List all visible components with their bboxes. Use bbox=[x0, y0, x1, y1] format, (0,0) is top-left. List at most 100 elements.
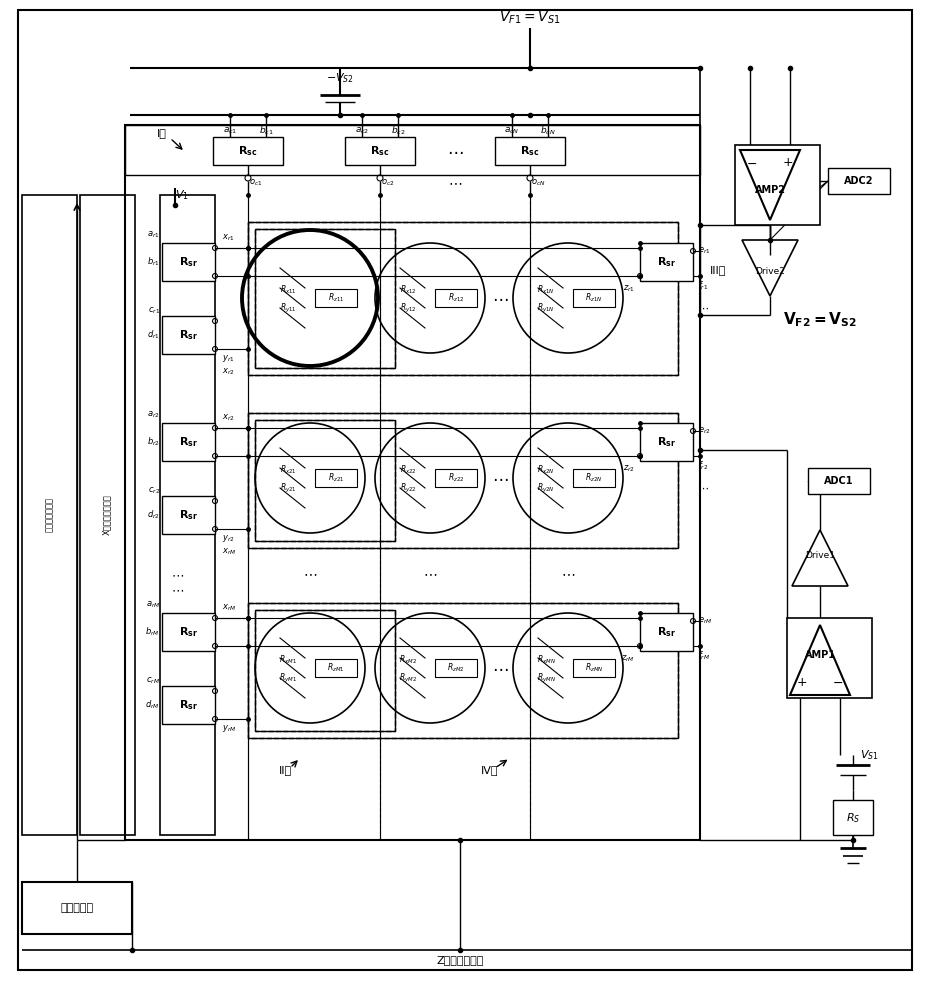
Bar bbox=[315, 289, 357, 307]
Text: $y_{rM}$: $y_{rM}$ bbox=[222, 724, 236, 734]
Text: $\cdots$: $\cdots$ bbox=[423, 566, 438, 580]
Text: $-$: $-$ bbox=[746, 156, 758, 169]
Bar bbox=[808, 468, 870, 494]
Text: $f_{r2}$: $f_{r2}$ bbox=[698, 460, 708, 472]
Text: $\cdots$: $\cdots$ bbox=[492, 659, 508, 677]
Text: $o_{cN}$: $o_{cN}$ bbox=[531, 178, 545, 188]
Text: $a_{c2}$: $a_{c2}$ bbox=[355, 126, 369, 136]
Text: $R_{z1N}$: $R_{z1N}$ bbox=[585, 292, 603, 304]
Bar bbox=[255, 229, 395, 368]
Text: $\mathbf{R_{sc}}$: $\mathbf{R_{sc}}$ bbox=[238, 144, 258, 158]
Text: $\mathbf{R_{sc}}$: $\mathbf{R_{sc}}$ bbox=[521, 144, 539, 158]
Text: $\mathbf{R_{sr}}$: $\mathbf{R_{sr}}$ bbox=[179, 255, 198, 269]
Text: $R_{yM2}$: $R_{yM2}$ bbox=[399, 671, 417, 685]
Text: $b_{c1}$: $b_{c1}$ bbox=[258, 125, 273, 137]
Bar bbox=[255, 420, 395, 541]
Text: $o_{c2}$: $o_{c2}$ bbox=[382, 178, 395, 188]
Bar bbox=[573, 469, 615, 487]
Text: $R_{x22}$: $R_{x22}$ bbox=[399, 464, 416, 476]
Text: $\mathbf{R_{sr}}$: $\mathbf{R_{sr}}$ bbox=[179, 698, 198, 712]
Text: ADC1: ADC1 bbox=[824, 476, 854, 486]
Text: $R_{y22}$: $R_{y22}$ bbox=[399, 481, 416, 495]
Text: $d_{rM}$: $d_{rM}$ bbox=[146, 699, 160, 711]
Text: $V_1$: $V_1$ bbox=[175, 188, 188, 202]
Text: I区: I区 bbox=[157, 128, 167, 138]
Bar bbox=[248, 413, 678, 548]
Text: $c_{r2}$: $c_{r2}$ bbox=[147, 486, 160, 496]
Text: 扫描控制器: 扫描控制器 bbox=[61, 903, 93, 913]
Text: $R_{zM2}$: $R_{zM2}$ bbox=[447, 662, 465, 674]
Bar bbox=[435, 659, 477, 677]
Text: $a_{cN}$: $a_{cN}$ bbox=[504, 126, 520, 136]
Text: $b_{c2}$: $b_{c2}$ bbox=[391, 125, 405, 137]
Bar bbox=[315, 659, 357, 677]
Text: $R_{y1N}$: $R_{y1N}$ bbox=[537, 301, 555, 315]
Text: IV区: IV区 bbox=[481, 765, 499, 775]
Text: $\cdots$: $\cdots$ bbox=[697, 483, 709, 493]
Text: $\cdots$: $\cdots$ bbox=[172, 568, 185, 582]
Text: $d_{r2}$: $d_{r2}$ bbox=[147, 509, 160, 521]
Text: $R_{xMN}$: $R_{xMN}$ bbox=[536, 654, 555, 666]
Text: $R_{x21}$: $R_{x21}$ bbox=[280, 464, 297, 476]
Text: $x_{rM}$: $x_{rM}$ bbox=[222, 547, 236, 557]
Text: $R_S$: $R_S$ bbox=[846, 811, 860, 825]
Text: $o_{c1}$: $o_{c1}$ bbox=[249, 178, 263, 188]
Bar bbox=[787, 618, 872, 698]
Bar bbox=[828, 168, 890, 194]
Bar bbox=[573, 659, 615, 677]
Text: $\mathbf{R_{sc}}$: $\mathbf{R_{sc}}$ bbox=[370, 144, 390, 158]
Text: $R_{xM1}$: $R_{xM1}$ bbox=[279, 654, 297, 666]
Bar bbox=[573, 289, 615, 307]
Text: $x_{r2}$: $x_{r2}$ bbox=[222, 413, 235, 423]
Bar bbox=[162, 316, 215, 354]
Text: $x_{r2}$: $x_{r2}$ bbox=[222, 367, 235, 377]
Text: $R_{z21}$: $R_{z21}$ bbox=[327, 472, 344, 484]
Text: $a_{rM}$: $a_{rM}$ bbox=[146, 600, 160, 610]
Text: $\mathbf{V_{F2}=V_{S2}}$: $\mathbf{V_{F2}=V_{S2}}$ bbox=[783, 311, 857, 329]
Bar bbox=[435, 289, 477, 307]
Text: $R_{zMN}$: $R_{zMN}$ bbox=[585, 662, 604, 674]
Text: $R_{x12}$: $R_{x12}$ bbox=[399, 284, 416, 296]
Text: $y_{r2}$: $y_{r2}$ bbox=[222, 534, 235, 544]
Text: ADC2: ADC2 bbox=[844, 176, 873, 186]
Text: $e_{r1}$: $e_{r1}$ bbox=[698, 246, 711, 256]
Text: Drive1: Drive1 bbox=[805, 550, 835, 560]
Bar bbox=[640, 243, 693, 281]
Bar bbox=[255, 610, 395, 731]
Text: $\cdots$: $\cdots$ bbox=[303, 566, 317, 580]
Text: 行扫描控制信号: 行扫描控制信号 bbox=[45, 497, 53, 532]
Bar bbox=[255, 610, 395, 731]
Text: $-V_{S2}$: $-V_{S2}$ bbox=[326, 71, 354, 85]
Text: $b_{rM}$: $b_{rM}$ bbox=[146, 626, 160, 638]
Text: $d_{r1}$: $d_{r1}$ bbox=[147, 329, 160, 341]
Bar bbox=[735, 145, 820, 225]
Text: III区: III区 bbox=[710, 265, 727, 275]
Text: $+$: $+$ bbox=[783, 156, 794, 169]
Text: $z_{r1}$: $z_{r1}$ bbox=[623, 284, 635, 294]
Text: $\mathbf{R_{sr}}$: $\mathbf{R_{sr}}$ bbox=[657, 435, 676, 449]
Bar bbox=[255, 420, 395, 541]
Text: $a_{r2}$: $a_{r2}$ bbox=[147, 410, 160, 420]
Text: $x_{r1}$: $x_{r1}$ bbox=[222, 233, 235, 243]
Bar bbox=[255, 229, 395, 368]
Text: $f_{rM}$: $f_{rM}$ bbox=[698, 650, 710, 662]
Text: $V_{F1}=V_{S1}$: $V_{F1}=V_{S1}$ bbox=[499, 10, 561, 26]
Text: $R_{y11}$: $R_{y11}$ bbox=[280, 301, 297, 315]
Text: $\cdots$: $\cdots$ bbox=[447, 142, 464, 160]
Text: $R_{z11}$: $R_{z11}$ bbox=[327, 292, 344, 304]
Bar bbox=[640, 423, 693, 461]
Text: $R_{zM1}$: $R_{zM1}$ bbox=[327, 662, 345, 674]
Bar bbox=[125, 125, 700, 175]
Text: $R_{x11}$: $R_{x11}$ bbox=[280, 284, 297, 296]
Text: $R_{x1N}$: $R_{x1N}$ bbox=[537, 284, 555, 296]
Text: Drive2: Drive2 bbox=[755, 266, 785, 275]
Text: $R_{y2N}$: $R_{y2N}$ bbox=[537, 481, 555, 495]
Text: $R_{xM2}$: $R_{xM2}$ bbox=[399, 654, 417, 666]
Bar bbox=[162, 423, 215, 461]
Text: $R_{y12}$: $R_{y12}$ bbox=[399, 301, 416, 315]
Text: $\mathbf{R_{sr}}$: $\mathbf{R_{sr}}$ bbox=[179, 435, 198, 449]
Text: $c_{r1}$: $c_{r1}$ bbox=[147, 306, 160, 316]
Text: $R_{yMN}$: $R_{yMN}$ bbox=[536, 671, 555, 685]
Bar bbox=[80, 195, 135, 835]
Text: $a_{c1}$: $a_{c1}$ bbox=[223, 126, 237, 136]
